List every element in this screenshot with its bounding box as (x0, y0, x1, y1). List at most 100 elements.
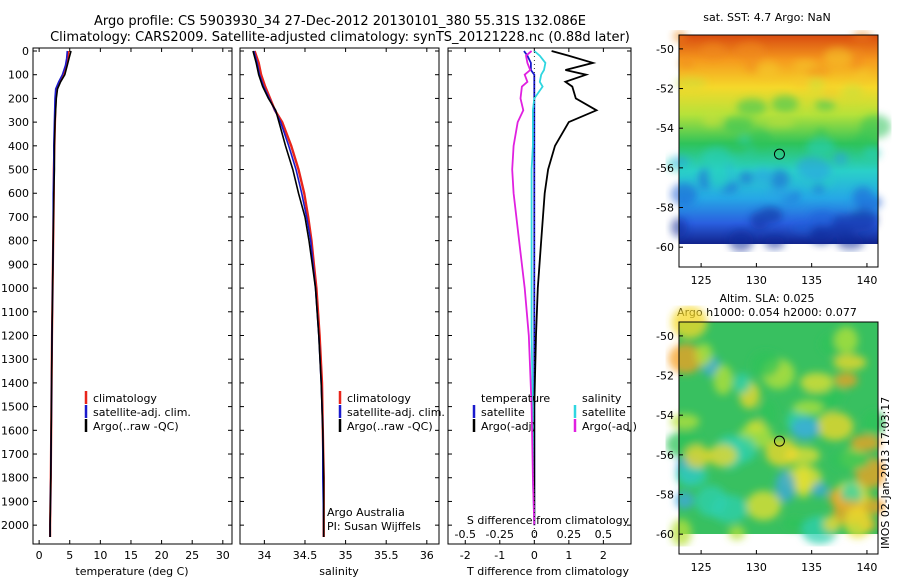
sla-blob (833, 354, 867, 371)
depth-tick-label: 1100 (1, 306, 29, 319)
legend-s-argo: Argo(-adj) (582, 420, 637, 433)
sla-blob (676, 464, 708, 488)
sst-blob (796, 156, 827, 179)
sla-blob (800, 372, 834, 393)
difference-line-2 (530, 50, 547, 526)
legend-temperature-title: temperature (481, 392, 550, 405)
map-y-tick-label: -60 (656, 528, 674, 541)
map-y-tick-label: -56 (656, 162, 674, 175)
legend-satellite: satellite-adj. clim. (93, 406, 191, 419)
salinity-line-1 (253, 50, 325, 537)
sla-blob (670, 413, 700, 430)
sla-blob (816, 412, 854, 441)
temperature-x-axis: 0 5 10 15 20 25 30 (36, 48, 230, 562)
depth-tick-label: 500 (8, 164, 29, 177)
figure-title-line2: Climatology: CARS2009. Satellite-adjuste… (50, 30, 630, 45)
sst-blob (769, 169, 790, 189)
map-y-tick-label: -56 (656, 449, 674, 462)
sst-blob (748, 129, 772, 149)
difference-tick-label: -2 (460, 549, 471, 562)
map-y-tick-label: -58 (656, 202, 674, 215)
sst-blob (708, 164, 730, 189)
legend-satellite: satellite-adj. clim. (347, 406, 445, 419)
temperature-xlabel: temperature (deg C) (75, 565, 188, 578)
difference-line-1 (533, 50, 599, 526)
sst-blob (764, 236, 785, 250)
difference-tick-label: 1 (565, 549, 572, 562)
temperature-tick-label: 30 (216, 549, 230, 562)
legend-t-argo: Argo(-adj) (481, 420, 536, 433)
argo-australia-annotation: Argo Australia (327, 506, 405, 519)
sla-blob (863, 410, 886, 436)
sst-blob (850, 48, 863, 72)
depth-tick-label: 1800 (1, 472, 29, 485)
s-difference-tick-label: 0 (531, 528, 538, 541)
imos-timestamp-label: IMOS 02-Jan-2013 17:03:17 (879, 397, 892, 549)
sst-blob (722, 116, 754, 134)
sla-blob (830, 450, 871, 471)
sst-blob (855, 132, 872, 151)
map-x-tick-label: 125 (691, 561, 712, 574)
legend-argo: Argo(..raw -QC) (347, 420, 433, 433)
sst-map-axes: 125 130 135 140 -50 -52 -54 -56 -58 -60 (656, 43, 877, 287)
figure-title-line1: Argo profile: CS 5903930_34 27-Dec-2012 … (94, 14, 586, 29)
map-x-tick-label: 130 (746, 274, 767, 287)
sst-blob (858, 195, 883, 210)
sla-blob (834, 372, 858, 388)
map-y-tick-label: -50 (656, 330, 674, 343)
sla-blob (746, 490, 782, 521)
s-difference-label: S difference from climatology (467, 514, 630, 527)
map-x-tick-label: 135 (801, 274, 822, 287)
sla-blob (668, 343, 703, 374)
depth-tick-label: 800 (8, 235, 29, 248)
sst-map-title: sat. SST: 4.7 Argo: NaN (703, 11, 830, 24)
depth-axis: 0 100 200 300 400 500 600 700 800 900 1000 1100 1200… (1, 45, 631, 532)
sla-map-title-line2: Argo h1000: 0.054 h2000: 0.077 (677, 306, 857, 319)
difference-plot-frame (447, 47, 632, 545)
depth-tick-label: 300 (8, 116, 29, 129)
map-y-tick-label: -52 (656, 83, 674, 96)
salinity-tick-label: 34.5 (293, 549, 318, 562)
depth-tick-label: 600 (8, 187, 29, 200)
sla-blob (728, 525, 746, 541)
difference-tick-label: 2 (600, 549, 607, 562)
legend-argo: Argo(..raw -QC) (93, 420, 179, 433)
sla-map-title-line1: Altim. SLA: 0.025 (719, 292, 814, 305)
salinity-series (252, 50, 325, 537)
sla-blob (684, 444, 711, 468)
sst-blob (672, 156, 689, 167)
depth-tick-label: 1300 (1, 353, 29, 366)
temperature-tick-label: 15 (124, 549, 138, 562)
depth-tick-label: 1700 (1, 448, 29, 461)
map-x-tick-label: 125 (691, 274, 712, 287)
sst-blob (833, 151, 848, 166)
sst-blob (805, 138, 836, 156)
sst-blob (735, 41, 766, 62)
sst-map (665, 30, 892, 268)
map-y-tick-label: -60 (656, 241, 674, 254)
sst-blob (750, 211, 770, 230)
legend-t-satellite: satellite (481, 406, 525, 419)
sla-blob (670, 518, 692, 547)
sst-texture (665, 30, 892, 252)
sst-blob (771, 95, 799, 113)
temperature-tick-label: 5 (66, 549, 73, 562)
sst-blob (854, 68, 870, 85)
sst-blob (829, 214, 856, 238)
temperature-tick-label: 10 (93, 549, 107, 562)
depth-tick-label: 700 (8, 211, 29, 224)
map-y-tick-label: -52 (656, 370, 674, 383)
difference-line-3 (511, 50, 536, 526)
sst-argo-marker (773, 148, 785, 160)
salinity-line-2 (252, 50, 325, 537)
salinity-x-axis: 34 34.5 35 35.5 36 (257, 48, 434, 562)
difference-tick-label: 0 (531, 549, 538, 562)
sst-blob (753, 168, 774, 184)
sst-blob (823, 47, 852, 66)
sla-map-frame (678, 321, 879, 555)
sst-blob (863, 147, 881, 159)
map-x-tick-label: 140 (856, 274, 877, 287)
temperature-tick-label: 25 (185, 549, 199, 562)
sst-blob (736, 98, 767, 116)
